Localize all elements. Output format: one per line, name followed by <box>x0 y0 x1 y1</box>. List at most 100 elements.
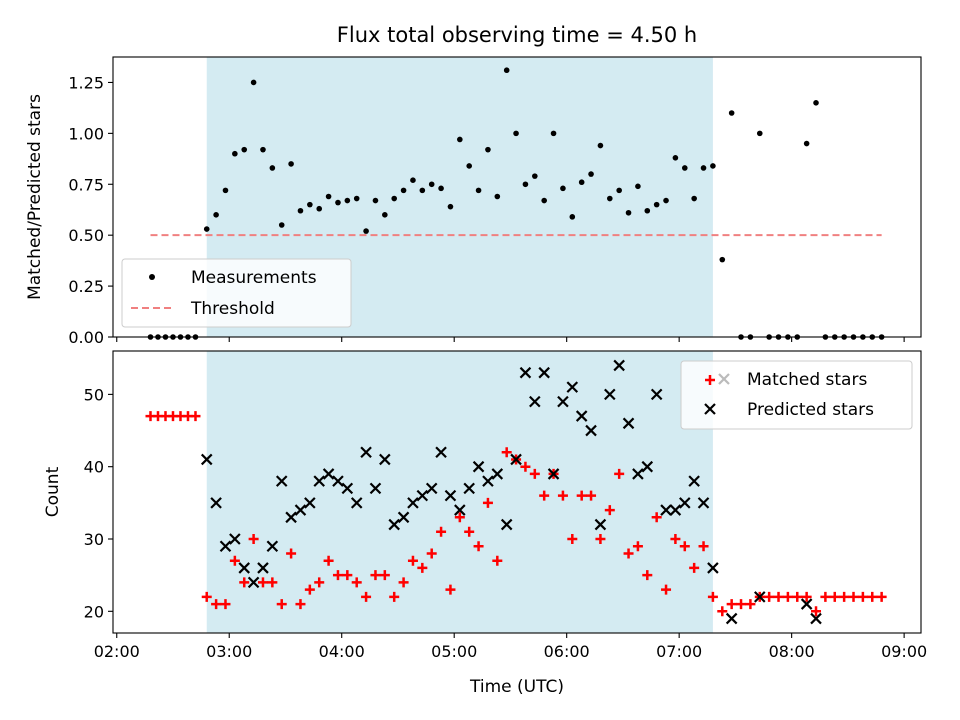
measurement-point <box>700 165 707 171</box>
measurement-point <box>278 222 285 228</box>
predicted-star-point <box>210 497 222 509</box>
predicted-star-point <box>557 395 569 408</box>
measurement-point <box>475 187 482 194</box>
predicted-star-point <box>753 591 766 603</box>
matched-star-point <box>323 555 334 566</box>
matched-star-point <box>764 591 775 602</box>
matched-star-point <box>436 526 447 537</box>
matched-star-point <box>295 599 306 610</box>
bottom-y-tick-label: 50 <box>84 385 104 404</box>
measurement-point <box>513 130 519 137</box>
measurement-point <box>550 130 557 137</box>
x-tick-label: 02:00 <box>94 642 140 661</box>
predicted-star-point <box>229 533 241 545</box>
measurement-point <box>391 195 398 202</box>
matched-star-point <box>501 447 512 458</box>
matched-star-point <box>201 591 212 602</box>
predicted-star-point <box>519 366 532 379</box>
measurement-point <box>232 150 238 157</box>
bottom-y-tick-label: 20 <box>84 602 104 621</box>
predicted-star-point <box>566 381 579 393</box>
measurement-point <box>428 181 435 188</box>
measurement-point <box>494 193 501 200</box>
top-y-tick-label: 1.25 <box>68 73 104 92</box>
measurement-point <box>241 146 248 153</box>
measurement-point <box>269 165 276 171</box>
predicted-star-point <box>219 540 232 553</box>
predicted-star-point <box>388 518 400 531</box>
predicted-star-point <box>407 497 419 509</box>
predicted-star-point <box>472 460 485 473</box>
predicted-star-point <box>397 511 410 524</box>
measurements-legend-label: Measurements <box>191 268 317 288</box>
top-y-tick-label: 1.00 <box>68 124 104 143</box>
predicted-star-point <box>585 424 597 437</box>
measurement-point <box>503 67 510 74</box>
predicted-star-point <box>650 388 663 401</box>
matched-star-point <box>190 411 201 422</box>
matched-star-point <box>529 468 540 479</box>
measurement-point <box>203 226 210 232</box>
matched-star-point <box>286 548 297 559</box>
predicted-star-point <box>707 562 719 574</box>
matched-star-point <box>398 577 409 588</box>
matched-star-point <box>464 526 475 537</box>
predicted-star-point <box>275 475 288 487</box>
predicted-star-point <box>660 504 672 516</box>
threshold-legend-label: Threshold <box>190 299 275 319</box>
matched-star-point <box>876 591 887 602</box>
measurement-point <box>653 201 660 208</box>
matched-star-point <box>632 541 643 552</box>
predicted-star-point <box>463 482 475 495</box>
measurement-point <box>316 205 323 212</box>
top-axis-ticks: 0.00 0.25 0.50 0.75 1.00 1.25 <box>68 73 905 347</box>
predicted-legend-label: Predicted stars <box>747 400 874 420</box>
x-tick-label: 09:00 <box>881 642 927 661</box>
matched-star-point <box>239 577 250 588</box>
matched-star-point <box>642 570 653 581</box>
measurement-point <box>569 214 576 220</box>
measurement-point <box>644 207 651 214</box>
matched-star-point <box>520 461 531 472</box>
top-axes-frame <box>112 56 922 338</box>
bottom-legend: Matched stars Predicted stars <box>680 360 913 430</box>
matched-star-point <box>379 570 390 581</box>
matched-star-point <box>651 512 662 523</box>
measurement-point <box>382 212 388 218</box>
matched-star-point <box>314 577 325 588</box>
matched-star-point <box>773 591 784 602</box>
predicted-star-point <box>697 497 710 509</box>
matched-star-point <box>604 505 615 516</box>
measurement-point <box>719 256 726 263</box>
predicted-star-point <box>810 612 822 625</box>
measurement-point <box>756 130 763 137</box>
matched-star-point <box>342 570 353 581</box>
measurement-point <box>485 146 491 153</box>
measurement-point <box>447 203 454 210</box>
predicted-star-point <box>604 388 616 401</box>
predicted-star-point <box>679 497 691 509</box>
measurement-point <box>522 181 529 188</box>
matched-star-point <box>820 591 831 602</box>
predicted-star-point <box>454 504 466 516</box>
measurement-point <box>372 197 379 204</box>
measurement-point <box>625 209 632 216</box>
matched-star-point <box>248 534 259 544</box>
x-tick-label: 08:00 <box>769 642 815 661</box>
matched-star-point <box>220 599 231 610</box>
x-tick-label: 04:00 <box>319 642 365 661</box>
measurement-point <box>260 146 266 153</box>
measurement-point <box>222 187 229 194</box>
measurement-point <box>803 140 810 147</box>
measurement-point <box>307 201 313 208</box>
predicted-star-point <box>379 453 391 466</box>
matched-star-point <box>332 570 343 581</box>
measurement-point <box>597 142 604 149</box>
predicted-star-point <box>322 468 335 480</box>
predicted-star-point <box>669 504 682 516</box>
predicted-legend-marker <box>704 403 716 415</box>
measurement-point <box>635 183 641 190</box>
bottom-y-tick-label: 40 <box>84 458 104 477</box>
matched-star-point <box>839 591 850 602</box>
